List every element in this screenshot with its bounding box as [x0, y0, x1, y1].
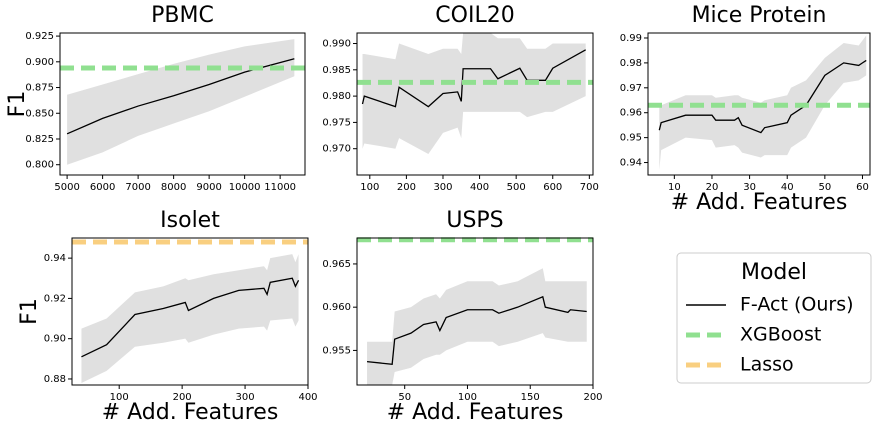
y-tick-label: 0.92 [44, 293, 66, 304]
y-tick-label: 0.980 [322, 91, 351, 102]
x-tick-label: 50 [398, 392, 411, 403]
y-tick-label: 0.825 [25, 134, 54, 145]
f-act-line [658, 59, 867, 134]
plot-frame [59, 32, 306, 176]
x-tick-label: 150 [521, 392, 540, 403]
chart-title: Isolet [160, 208, 220, 233]
x-tick-label: 100 [110, 392, 129, 403]
plot-frame [356, 32, 594, 176]
chart-title: PBMC [151, 3, 214, 28]
x-tick-label: 11000 [264, 182, 296, 193]
x-tick-label: 500 [507, 182, 526, 193]
f-act-line [81, 277, 300, 358]
y-tick-label: 0.965 [322, 259, 351, 270]
x-tick-label: 200 [583, 392, 602, 403]
y-tick-label: 0.985 [322, 65, 351, 76]
y-tick-label: 0.900 [25, 57, 54, 68]
x-tick-label: 30 [743, 182, 756, 193]
chart-title: COIL20 [435, 3, 514, 28]
y-tick-label: 0.90 [44, 334, 66, 345]
confidence-band [81, 254, 299, 383]
y-tick-label: 0.970 [322, 144, 351, 155]
legend-label: XGBoost [740, 324, 821, 346]
x-tick-label: 60 [856, 182, 869, 193]
x-tick-label: 5000 [54, 182, 79, 193]
x-tick-label: 200 [173, 392, 192, 403]
x-tick-label: 10000 [229, 182, 261, 193]
x-tick-label: 20 [706, 182, 719, 193]
legend-box [676, 252, 872, 384]
y-tick-label: 0.875 [25, 83, 54, 94]
x-tick-label: 300 [433, 182, 452, 193]
y-tick-label: 0.99 [620, 33, 642, 44]
y-tick-label: 0.96 [620, 108, 642, 119]
x-tick-label: 8000 [161, 182, 186, 193]
chart-title: Mice Protein [692, 3, 827, 28]
plot-frame [71, 237, 309, 386]
legend-title: Model [741, 260, 807, 285]
x-tick-label: 50 [818, 182, 831, 193]
x-tick-label: 200 [397, 182, 416, 193]
y-tick-label: 0.98 [620, 58, 642, 69]
x-axis-label: # Add. Features [387, 400, 564, 425]
legend-label: Lasso [740, 354, 794, 376]
y-axis-label: F1 [17, 298, 42, 325]
y-tick-label: 0.97 [620, 83, 642, 94]
y-tick-label: 0.960 [322, 302, 351, 313]
y-tick-label: 0.95 [620, 133, 642, 144]
x-tick-label: 6000 [90, 182, 115, 193]
y-tick-label: 0.925 [25, 31, 54, 42]
x-tick-label: 9000 [196, 182, 221, 193]
legend-label: F-Act (Ours) [740, 294, 854, 316]
x-axis-label: # Add. Features [102, 400, 279, 425]
x-tick-label: 100 [458, 392, 477, 403]
confidence-band [67, 39, 295, 165]
f-act-line [366, 295, 587, 365]
y-tick-label: 0.800 [25, 160, 54, 171]
y-tick-label: 0.94 [620, 158, 642, 169]
x-axis-label: # Add. Features [671, 190, 848, 215]
x-tick-label: 600 [543, 182, 562, 193]
x-tick-label: 100 [360, 182, 379, 193]
f-act-line [66, 58, 295, 135]
y-tick-label: 0.88 [44, 374, 66, 385]
chart-title: USPS [446, 208, 503, 233]
x-tick-label: 400 [470, 182, 489, 193]
x-tick-label: 700 [580, 182, 599, 193]
confidence-band [362, 33, 586, 154]
confidence-band [367, 268, 587, 385]
y-axis-label: F1 [5, 91, 30, 118]
plot-frame [647, 32, 871, 176]
x-tick-label: 400 [298, 392, 317, 403]
y-tick-label: 0.990 [322, 39, 351, 50]
y-tick-label: 0.955 [322, 345, 351, 356]
x-tick-label: 10 [668, 182, 681, 193]
y-tick-label: 0.94 [44, 253, 66, 264]
x-tick-label: 300 [236, 392, 255, 403]
plot-frame [356, 237, 594, 386]
y-tick-label: 0.975 [322, 117, 351, 128]
y-tick-label: 0.850 [25, 108, 54, 119]
x-tick-label: 40 [781, 182, 794, 193]
x-tick-label: 7000 [125, 182, 150, 193]
